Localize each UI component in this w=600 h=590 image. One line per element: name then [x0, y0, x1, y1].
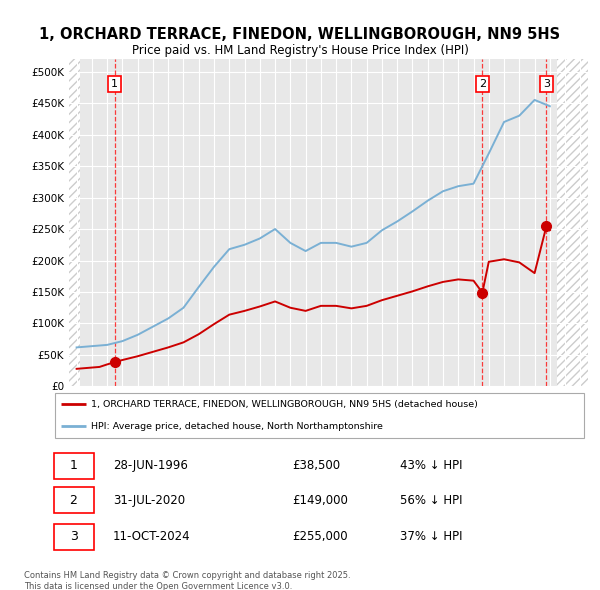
FancyBboxPatch shape — [53, 524, 94, 550]
Text: 37% ↓ HPI: 37% ↓ HPI — [400, 530, 463, 543]
Text: £149,000: £149,000 — [293, 493, 349, 507]
Text: 11-OCT-2024: 11-OCT-2024 — [113, 530, 190, 543]
Text: 56% ↓ HPI: 56% ↓ HPI — [400, 493, 463, 507]
Text: 43% ↓ HPI: 43% ↓ HPI — [400, 459, 463, 472]
Text: 3: 3 — [543, 79, 550, 89]
Text: 28-JUN-1996: 28-JUN-1996 — [113, 459, 188, 472]
Text: £38,500: £38,500 — [293, 459, 341, 472]
Text: 2: 2 — [479, 79, 486, 89]
Text: Contains HM Land Registry data © Crown copyright and database right 2025.
This d: Contains HM Land Registry data © Crown c… — [24, 571, 350, 590]
FancyBboxPatch shape — [53, 453, 94, 478]
Text: 1: 1 — [70, 459, 77, 472]
Text: Price paid vs. HM Land Registry's House Price Index (HPI): Price paid vs. HM Land Registry's House … — [131, 44, 469, 57]
Text: 1, ORCHARD TERRACE, FINEDON, WELLINGBOROUGH, NN9 5HS: 1, ORCHARD TERRACE, FINEDON, WELLINGBORO… — [40, 27, 560, 41]
Text: 3: 3 — [70, 530, 77, 543]
Bar — [69, 59, 80, 386]
FancyBboxPatch shape — [53, 487, 94, 513]
FancyBboxPatch shape — [55, 393, 584, 438]
Text: 1, ORCHARD TERRACE, FINEDON, WELLINGBOROUGH, NN9 5HS (detached house): 1, ORCHARD TERRACE, FINEDON, WELLINGBORO… — [91, 400, 478, 409]
Text: £255,000: £255,000 — [293, 530, 348, 543]
Text: HPI: Average price, detached house, North Northamptonshire: HPI: Average price, detached house, Nort… — [91, 422, 383, 431]
Text: 31-JUL-2020: 31-JUL-2020 — [113, 493, 185, 507]
Text: 1: 1 — [111, 79, 118, 89]
Bar — [557, 59, 596, 386]
Text: 2: 2 — [70, 493, 77, 507]
